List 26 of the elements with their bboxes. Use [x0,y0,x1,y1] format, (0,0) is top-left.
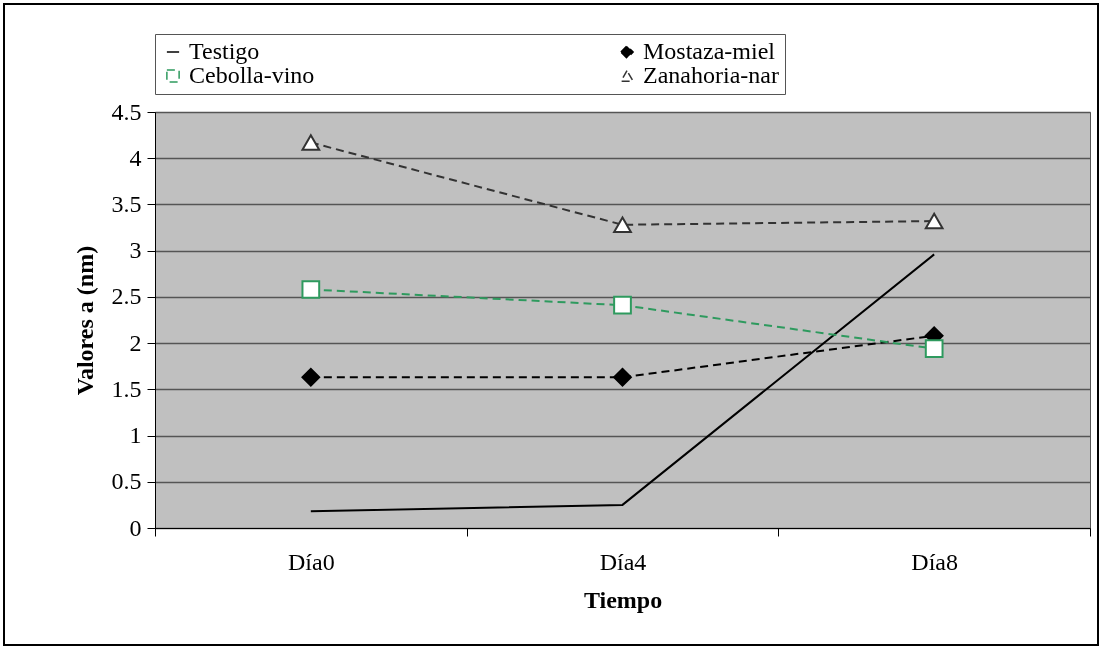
x-tick-label: Día4 [599,548,647,575]
x-tick-label: Día0 [288,548,335,575]
y-tick-label: 4 [129,144,142,171]
point [301,367,321,387]
point [613,216,632,234]
legend-label: Zanahoria-nar [643,62,779,88]
y-tick-label: 2 [129,329,142,356]
point [301,280,321,299]
y-axis-title: Valores a (nm) [71,245,98,396]
legend-label: Testigo [189,38,260,64]
y-tick-label: 1 [129,422,142,449]
point [301,134,321,151]
x-axis-title: Tiempo [583,586,663,613]
legend-label: Mostaza-miel [643,38,776,64]
point [924,339,944,359]
point [613,367,632,387]
y-tick-label: 2.5 [111,283,142,310]
x-tick-label: Día8 [911,548,958,575]
y-tick-label: 4.5 [111,98,142,125]
point [613,295,632,315]
y-tick-label: 0.5 [111,468,142,495]
y-tick-label: 0 [129,514,142,541]
point [924,212,944,230]
y-tick-label: 3.5 [111,190,142,217]
y-tick-label: 1.5 [111,375,142,402]
y-tick-label: 3 [129,237,142,264]
